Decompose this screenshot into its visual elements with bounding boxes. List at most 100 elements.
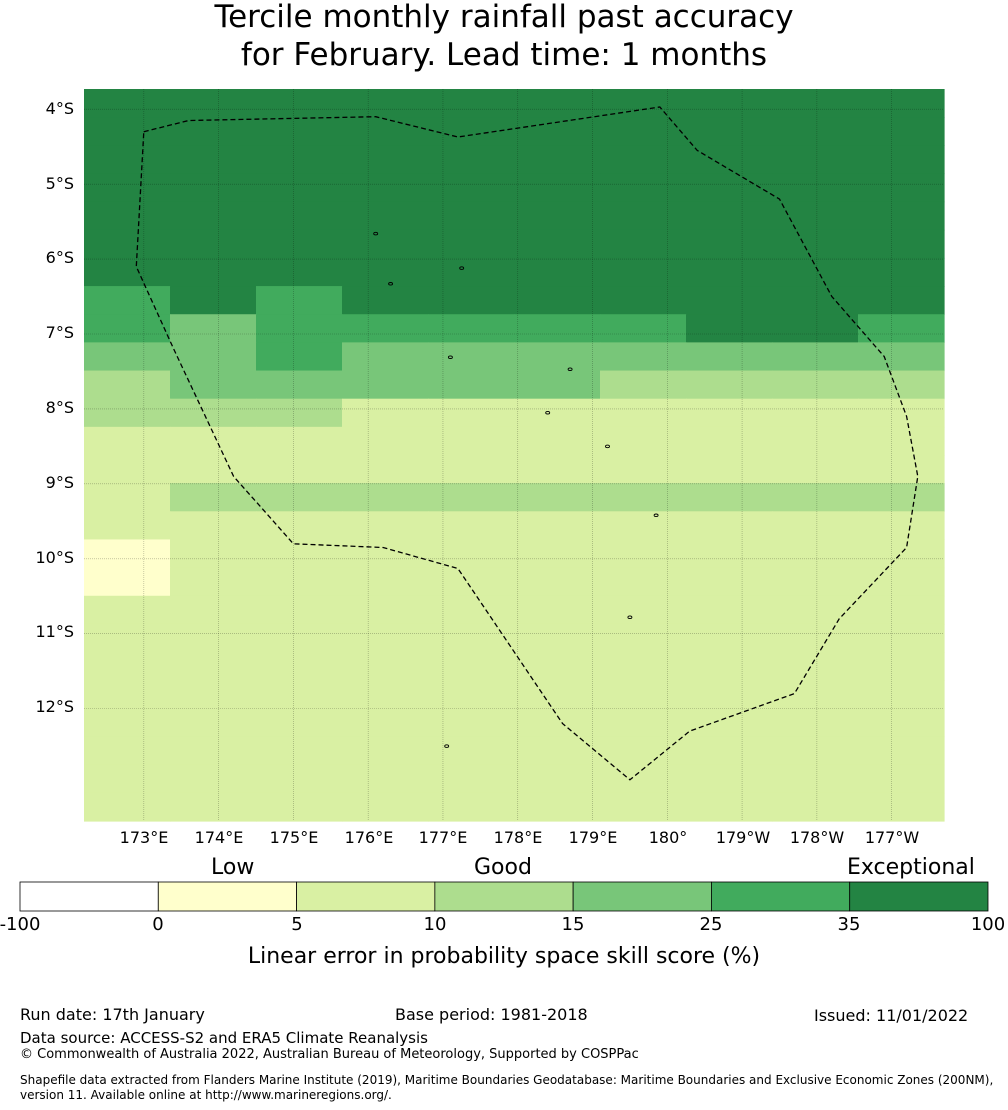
colorbar-segment	[157, 881, 297, 912]
island	[627, 615, 633, 619]
lat-label: 4°S	[45, 99, 74, 118]
grid-cell	[84, 117, 171, 146]
grid-cell	[858, 201, 945, 231]
grid-cell	[342, 623, 429, 653]
grid-cell	[170, 764, 257, 794]
grid-cell	[772, 201, 859, 231]
grid-cell	[858, 567, 945, 597]
grid-cell	[858, 623, 945, 653]
grid-cell	[514, 173, 601, 203]
grid-cell	[428, 398, 515, 428]
grid-cell	[342, 89, 429, 118]
grid-cell	[514, 201, 601, 231]
lat-label: 7°S	[45, 323, 74, 342]
grid-cell	[600, 286, 687, 315]
grid-cell	[686, 398, 773, 428]
island	[653, 513, 659, 518]
grid-cell	[514, 117, 601, 146]
grid-cell	[170, 708, 257, 738]
grid-cell	[428, 201, 515, 231]
base-period: Base period: 1981-2018	[395, 1005, 588, 1024]
grid-cell	[686, 595, 773, 625]
grid-cell	[772, 764, 859, 794]
grid-cell	[170, 89, 257, 118]
grid-cell	[686, 257, 773, 287]
grid-cell	[514, 483, 601, 512]
grid-cell	[342, 201, 429, 231]
grid-cell	[342, 595, 429, 625]
grid-cell	[772, 792, 859, 822]
colorbar-segment	[434, 881, 574, 912]
grid-cell	[600, 145, 687, 175]
grid-cell	[84, 680, 171, 709]
grid-cell	[686, 342, 773, 372]
lon-label: 176°E	[344, 828, 394, 847]
colorbar-category-good: Good	[474, 855, 532, 880]
grid-cell	[772, 652, 859, 681]
chart-title-line-1: Tercile monthly rainfall past accuracy	[214, 0, 794, 35]
grid-cell	[428, 314, 515, 343]
grid-cell	[342, 229, 429, 259]
grid-cell	[342, 117, 429, 146]
grid-cell	[84, 764, 171, 794]
grid-cell	[858, 511, 945, 541]
grid-cell	[342, 736, 429, 766]
island	[388, 282, 394, 286]
grid-cell	[256, 511, 343, 541]
grid-cell	[858, 229, 945, 259]
grid-cell	[170, 398, 257, 428]
grid-cell	[84, 736, 171, 766]
grid-cell	[256, 229, 343, 259]
lon-label: 177°E	[418, 828, 468, 847]
grid-cell	[256, 314, 343, 343]
lon-label: 179°E	[568, 828, 618, 847]
colorbar-tick: 0	[152, 914, 164, 935]
grid-cell	[600, 483, 687, 512]
grid-cell	[600, 511, 687, 541]
grid-cell	[600, 257, 687, 287]
graticule	[84, 89, 944, 821]
lat-label: 10°S	[35, 548, 74, 567]
grid-cell	[600, 792, 687, 822]
grid-cell	[858, 117, 945, 146]
grid-cell	[858, 89, 945, 118]
grid-cell	[514, 680, 601, 709]
grid-cell	[428, 257, 515, 287]
grid-cell	[858, 483, 945, 512]
grid-cell	[428, 426, 515, 456]
grid-cell	[600, 539, 687, 569]
grid-cell	[170, 370, 257, 400]
grid-cell	[772, 229, 859, 259]
grid-cell	[256, 173, 343, 203]
grid-cell	[600, 201, 687, 231]
grid-cell	[342, 398, 429, 428]
grid-cell	[514, 652, 601, 681]
grid-cell	[772, 539, 859, 569]
lat-label: 9°S	[45, 473, 74, 492]
grid-cell	[514, 455, 601, 484]
grid-cell	[600, 623, 687, 653]
grid-cell	[600, 652, 687, 681]
grid-cell	[514, 511, 601, 541]
grid-cell	[256, 145, 343, 175]
colorbar-tick: 10	[423, 914, 447, 935]
lat-label: 6°S	[45, 248, 74, 267]
grid-cell	[686, 286, 773, 315]
grid-cell	[514, 539, 601, 569]
grid-cell	[342, 370, 429, 400]
grid-cell	[256, 201, 343, 231]
grid-cell	[342, 145, 429, 175]
grid-cell	[84, 455, 171, 484]
grid-cell	[170, 426, 257, 456]
grid-cell	[858, 792, 945, 822]
grid-cell	[858, 342, 945, 372]
grid-cell	[256, 680, 343, 709]
grid-cell	[686, 229, 773, 259]
grid-cell	[256, 567, 343, 597]
grid-cell	[256, 426, 343, 456]
colorbar-category-low: Low	[211, 855, 255, 880]
grid-cell	[428, 652, 515, 681]
grid-cell	[428, 567, 515, 597]
grid-cell	[686, 511, 773, 541]
grid-cell	[170, 229, 257, 259]
